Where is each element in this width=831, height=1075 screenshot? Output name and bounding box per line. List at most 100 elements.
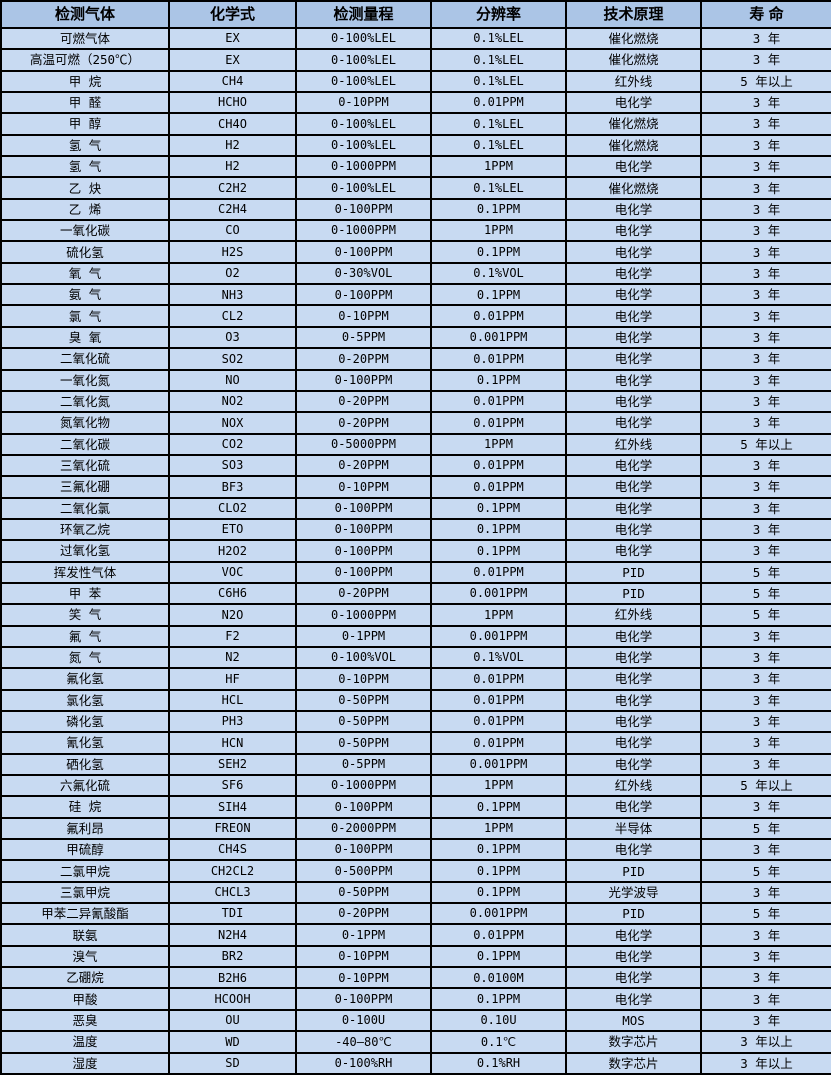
chemical-formula-cell: CO <box>168 219 297 243</box>
lifespan-cell: 3 年 <box>700 347 831 371</box>
technology-principle-cell: 数字芯片 <box>565 1030 702 1054</box>
technology-principle-cell: 电化学 <box>565 411 702 435</box>
chemical-formula-cell: H2O2 <box>168 539 297 563</box>
gas-name-cell: 硫化氢 <box>0 240 170 264</box>
gas-name-cell: 二氯甲烷 <box>0 859 170 883</box>
chemical-formula-cell: H2 <box>168 133 297 158</box>
lifespan-cell: 5 年以上 <box>700 69 831 94</box>
technology-principle-cell: 催化燃烧 <box>565 133 702 158</box>
table-row: 二氧化氮 NO2 0-20PPM 0.01PPM 电化学 3 年 <box>0 389 831 414</box>
technology-principle-cell: 电化学 <box>565 944 702 969</box>
resolution-cell: 0.1%LEL <box>430 69 567 94</box>
chemical-formula-cell: BR2 <box>168 944 297 969</box>
chemical-formula-cell: CH4 <box>168 69 297 94</box>
technology-principle-cell: 电化学 <box>565 368 702 392</box>
chemical-formula-cell: N2O <box>168 603 297 627</box>
detection-range-cell: 0-100PPM <box>295 795 432 819</box>
gas-name-cell: 氰化氢 <box>0 731 170 755</box>
table-row: 氨 气 NH3 0-100PPM 0.1PPM 电化学 3 年 <box>0 283 831 307</box>
chemical-formula-cell: H2 <box>168 155 297 179</box>
technology-principle-cell: 光学波导 <box>565 880 702 905</box>
lifespan-cell: 3 年 <box>700 539 831 563</box>
gas-name-cell: 湿度 <box>0 1051 170 1075</box>
lifespan-cell: 5 年 <box>700 816 831 841</box>
gas-name-cell: 挥发性气体 <box>0 560 170 584</box>
technology-principle-cell: 红外线 <box>565 603 702 627</box>
gas-name-cell: 氮氧化物 <box>0 411 170 435</box>
table-row: 磷化氢 PH3 0-50PPM 0.01PPM 电化学 3 年 <box>0 709 831 734</box>
lifespan-cell: 5 年 <box>700 902 831 926</box>
gas-name-cell: 氟化氢 <box>0 667 170 691</box>
chemical-formula-cell: C6H6 <box>168 581 297 606</box>
gas-name-cell: 乙 烯 <box>0 197 170 222</box>
lifespan-cell: 3 年 <box>700 283 831 307</box>
resolution-cell: 0.1%LEL <box>430 112 567 136</box>
resolution-cell: 0.1PPM <box>430 944 567 969</box>
chemical-formula-cell: HCOOH <box>168 987 297 1011</box>
table-row: 三氧化硫 SO3 0-20PPM 0.01PPM 电化学 3 年 <box>0 453 831 478</box>
chemical-formula-cell: B2H6 <box>168 966 297 990</box>
detection-range-cell: 0-5000PPM <box>295 432 432 456</box>
gas-name-cell: 二氧化硫 <box>0 347 170 371</box>
chemical-formula-cell: EX <box>168 26 297 51</box>
technology-principle-cell: 电化学 <box>565 197 702 222</box>
table-row: 二氯甲烷 CH2CL2 0-500PPM 0.1PPM PID 5 年 <box>0 859 831 883</box>
chemical-formula-cell: N2H4 <box>168 923 297 947</box>
lifespan-cell: 3 年 <box>700 667 831 691</box>
resolution-cell: 0.1%VOL <box>430 261 567 286</box>
technology-principle-cell: 催化燃烧 <box>565 112 702 136</box>
resolution-cell: 0.01PPM <box>430 667 567 691</box>
lifespan-cell: 3 年 <box>700 453 831 478</box>
technology-principle-cell: 电化学 <box>565 219 702 243</box>
resolution-cell: 0.1%LEL <box>430 48 567 72</box>
resolution-cell: 0.001PPM <box>430 325 567 350</box>
gas-name-cell: 二氧化碳 <box>0 432 170 456</box>
gas-name-cell: 氢 气 <box>0 133 170 158</box>
technology-principle-cell: 电化学 <box>565 838 702 862</box>
chemical-formula-cell: CHCL3 <box>168 880 297 905</box>
resolution-cell: 0.10U <box>430 1008 567 1033</box>
chemical-formula-cell: CH4O <box>168 112 297 136</box>
resolution-cell: 0.0100M <box>430 966 567 990</box>
lifespan-cell: 3 年 <box>700 624 831 648</box>
lifespan-cell: 3 年 <box>700 133 831 158</box>
gas-name-cell: 氯 气 <box>0 304 170 328</box>
resolution-cell: 0.1%LEL <box>430 133 567 158</box>
col-header-gas-name: 检测气体 <box>0 0 170 29</box>
table-row: 氟利昂 FREON 0-2000PPM 1PPM 半导体 5 年 <box>0 816 831 841</box>
technology-principle-cell: 红外线 <box>565 774 702 798</box>
resolution-cell: 0.1PPM <box>430 987 567 1011</box>
resolution-cell: 0.01PPM <box>430 347 567 371</box>
detection-range-cell: 0-1000PPM <box>295 155 432 179</box>
table-row: 笑 气 N2O 0-1000PPM 1PPM 红外线 5 年 <box>0 603 831 627</box>
col-header-lifespan: 寿 命 <box>700 0 831 29</box>
table-row: 氮氧化物 NOX 0-20PPM 0.01PPM 电化学 3 年 <box>0 411 831 435</box>
lifespan-cell: 5 年以上 <box>700 432 831 456</box>
resolution-cell: 0.001PPM <box>430 902 567 926</box>
technology-principle-cell: 电化学 <box>565 304 702 328</box>
detection-range-cell: 0-20PPM <box>295 453 432 478</box>
chemical-formula-cell: O3 <box>168 325 297 350</box>
lifespan-cell: 3 年 <box>700 731 831 755</box>
table-row: 三氯甲烷 CHCL3 0-50PPM 0.1PPM 光学波导 3 年 <box>0 880 831 905</box>
lifespan-cell: 3 年 <box>700 91 831 115</box>
chemical-formula-cell: EX <box>168 48 297 72</box>
gas-name-cell: 二氧化氮 <box>0 389 170 414</box>
gas-name-cell: 氧 气 <box>0 261 170 286</box>
chemical-formula-cell: CH4S <box>168 838 297 862</box>
resolution-cell: 0.01PPM <box>430 731 567 755</box>
detection-range-cell: 0-100%LEL <box>295 176 432 200</box>
technology-principle-cell: 电化学 <box>565 453 702 478</box>
technology-principle-cell: 电化学 <box>565 475 702 499</box>
gas-name-cell: 甲苯二异氰酸酯 <box>0 902 170 926</box>
lifespan-cell: 3 年 <box>700 966 831 990</box>
chemical-formula-cell: VOC <box>168 560 297 584</box>
detection-range-cell: 0-100%RH <box>295 1051 432 1075</box>
lifespan-cell: 3 年 <box>700 688 831 713</box>
technology-principle-cell: 电化学 <box>565 688 702 713</box>
chemical-formula-cell: BF3 <box>168 475 297 499</box>
table-row: 一氧化碳 CO 0-1000PPM 1PPM 电化学 3 年 <box>0 219 831 243</box>
lifespan-cell: 3 年 <box>700 155 831 179</box>
resolution-cell: 0.1%RH <box>430 1051 567 1075</box>
chemical-formula-cell: HF <box>168 667 297 691</box>
